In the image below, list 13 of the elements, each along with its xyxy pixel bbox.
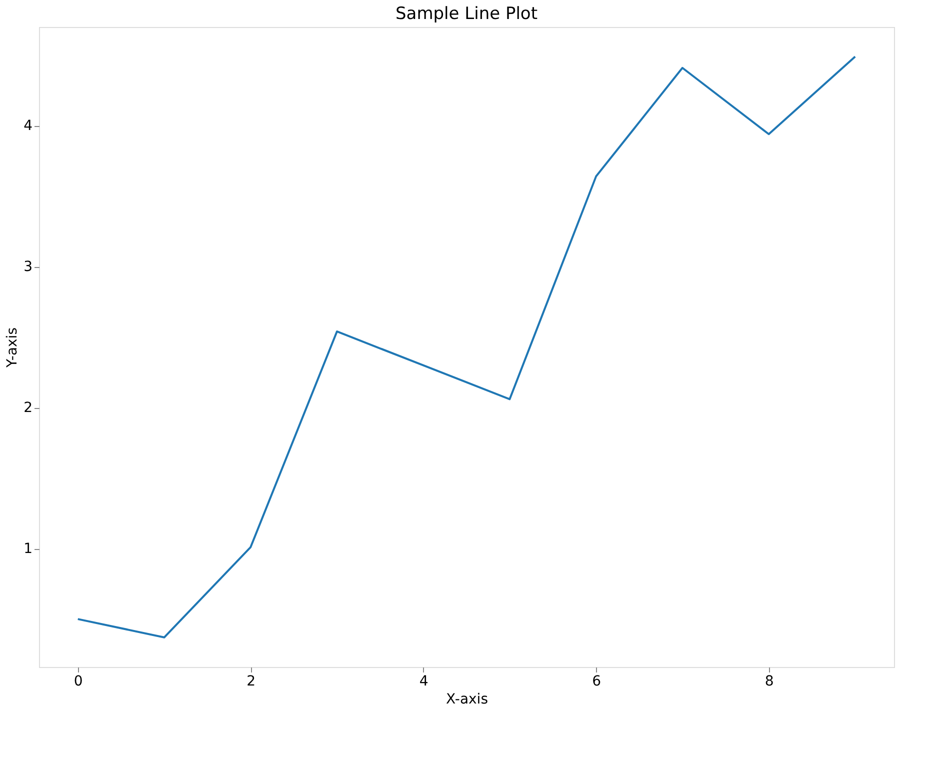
y-axis-title: Y-axis (4, 328, 21, 368)
y-tick-label: 2 (24, 400, 32, 416)
x-tick-label: 6 (592, 674, 602, 690)
line-series (76, 56, 856, 638)
y-tick-label: 3 (24, 259, 32, 276)
x-tick-label: 0 (74, 674, 83, 690)
x-tick-label: 2 (246, 674, 256, 690)
y-tick-label: 4 (24, 118, 33, 134)
x-tick-label: 8 (764, 674, 774, 690)
x-axis-title: X-axis (446, 692, 488, 708)
chart-title: Sample Line Plot (395, 4, 538, 24)
y-tick-label: 1 (24, 541, 32, 558)
x-tick-label: 4 (419, 674, 428, 690)
